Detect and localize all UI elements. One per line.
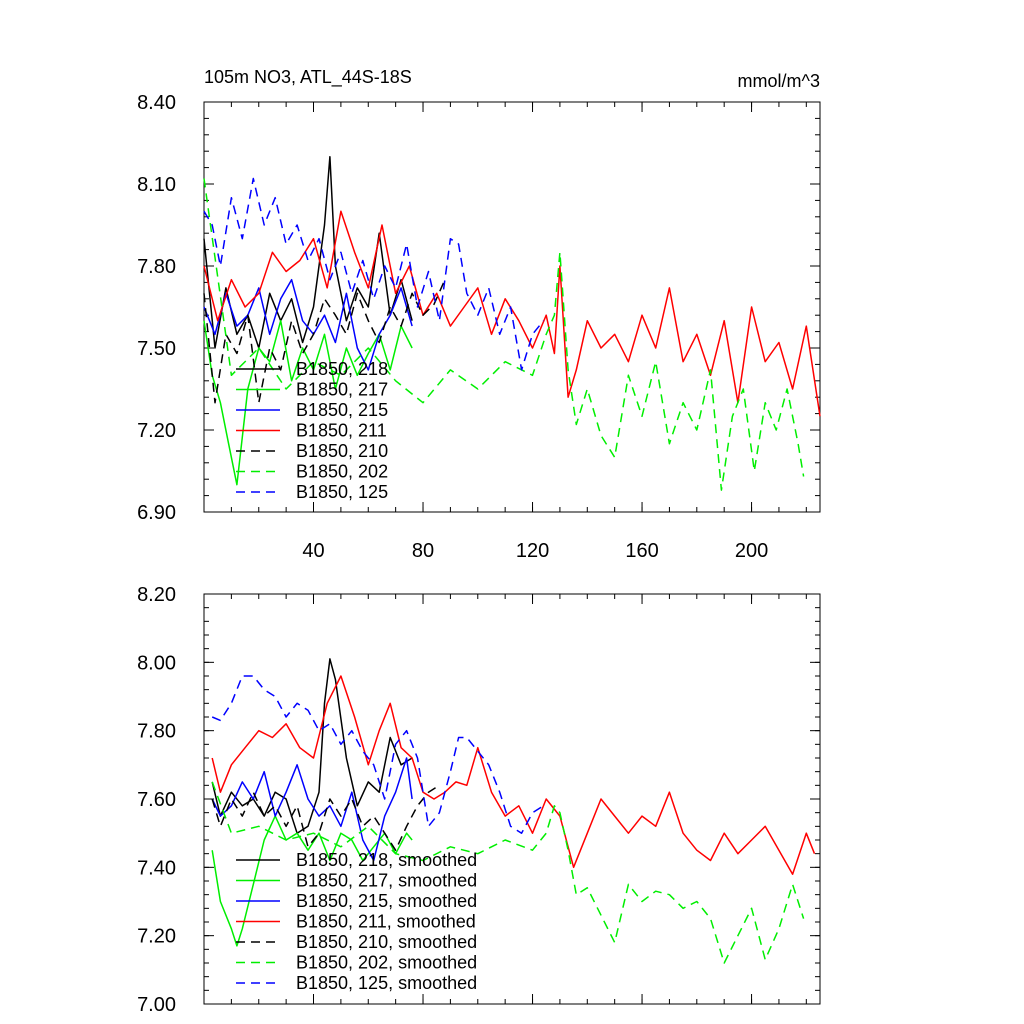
bottom-panel: 7.00 7.20 7.40 7.60 7.80 8.00 8.20 B1850, 218,…	[137, 584, 821, 1016]
y-tick-label: 8.40	[137, 92, 176, 114]
series-line-bottom-4	[211, 784, 440, 851]
y-tick-label: 8.10	[137, 174, 176, 196]
y-tick-label: 7.40	[137, 857, 176, 879]
legend-label: B1850, 210	[296, 441, 388, 461]
x-tick-label: 200	[735, 540, 768, 562]
chart-units: mmol/m^3	[738, 71, 820, 91]
y-tick-label: 7.00	[137, 994, 176, 1016]
y-tick-label: 7.80	[137, 721, 176, 743]
legend-label: B1850, 215, smoothed	[296, 891, 477, 911]
legend-label: B1850, 202	[296, 462, 388, 482]
series-line-top-5	[203, 178, 805, 491]
chart-title: 105m NO3, ATL_44S-18S	[204, 67, 412, 88]
x-tick-label: 40	[302, 540, 324, 562]
y-tick-label: 7.80	[137, 256, 176, 278]
legend-label: B1850, 125	[296, 482, 388, 502]
series-line-bottom-6	[211, 675, 544, 834]
legend-label: B1850, 218, smoothed	[296, 850, 477, 870]
legend-label: B1850, 211	[296, 421, 387, 441]
y-tick-label: 7.50	[137, 338, 176, 360]
y-tick-label: 8.20	[137, 584, 176, 606]
x-tick-label: 120	[516, 540, 549, 562]
legend-label: B1850, 217	[296, 380, 388, 400]
bottom-ticks: 7.00 7.20 7.40 7.60 7.80 8.00 8.20	[137, 584, 820, 1016]
y-tick-label: 7.60	[137, 789, 176, 811]
y-tick-label: 6.90	[137, 502, 176, 524]
y-tick-label: 7.20	[137, 926, 176, 948]
bottom-series-group	[211, 658, 816, 964]
series-line-bottom-0	[211, 658, 413, 834]
legend-label: B1850, 125, smoothed	[296, 973, 477, 993]
legend-label: B1850, 202, smoothed	[296, 953, 477, 973]
series-line-top-6	[203, 177, 545, 371]
series-line-bottom-5	[211, 781, 805, 964]
series-line-bottom-1	[211, 815, 413, 947]
legend-label: B1850, 218	[296, 359, 388, 379]
series-line-top-1	[203, 319, 413, 486]
legend-label: B1850, 215	[296, 400, 388, 420]
legend-label: B1850, 217, smoothed	[296, 871, 477, 891]
series-line-top-3	[203, 210, 821, 417]
top-panel: 105m NO3, ATL_44S-18S mmol/m^3 6.90 7.20 7…	[137, 67, 821, 562]
y-tick-label: 8.00	[137, 652, 176, 674]
series-line-bottom-3	[211, 675, 816, 875]
series-line-top-4	[203, 279, 446, 404]
legend-label: B1850, 210, smoothed	[296, 932, 477, 952]
series-line-top-2	[203, 278, 413, 371]
legend-label: B1850, 211, smoothed	[296, 912, 476, 932]
y-tick-label: 7.20	[137, 420, 176, 442]
top-ticks: 6.90 7.20 7.50 7.80 8.10 8.40 40 80 120 160 200	[137, 92, 820, 562]
x-tick-label: 160	[625, 540, 658, 562]
series-line-bottom-2	[211, 757, 413, 862]
x-tick-label: 80	[412, 540, 434, 562]
top-series-group	[203, 155, 821, 491]
